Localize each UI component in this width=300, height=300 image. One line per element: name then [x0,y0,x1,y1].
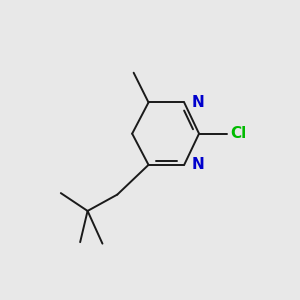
Text: N: N [192,158,204,172]
Text: Cl: Cl [230,126,247,141]
Text: N: N [192,95,204,110]
